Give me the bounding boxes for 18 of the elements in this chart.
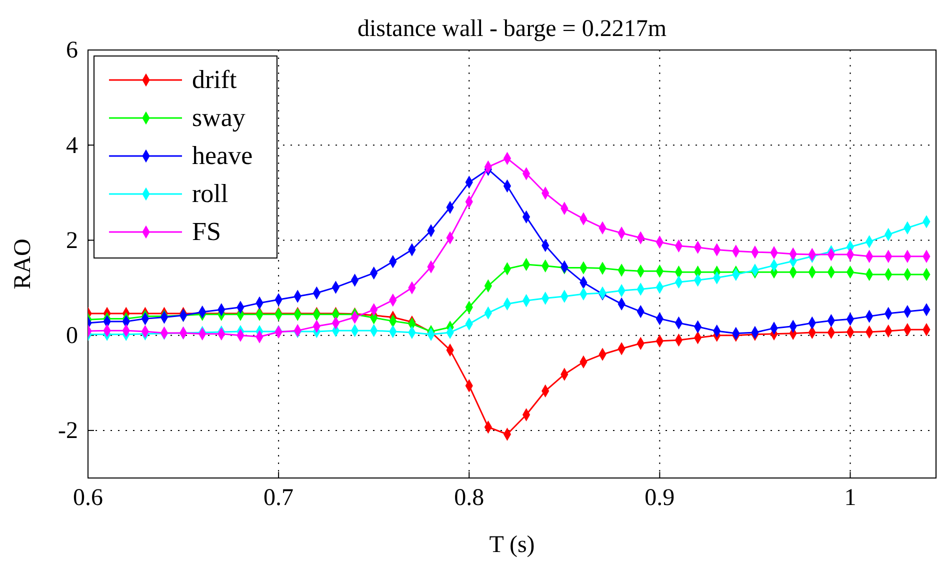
legend-label: sway — [192, 103, 246, 132]
x-axis-title: T (s) — [489, 532, 535, 558]
legend-label: heave — [192, 141, 253, 170]
y-tick-label: 4 — [66, 132, 78, 159]
y-tick-label: -2 — [58, 418, 78, 444]
chart-title: distance wall - barge = 0.2217m — [357, 16, 667, 42]
y-tick-label: 0 — [66, 323, 78, 350]
legend-label: roll — [192, 179, 228, 208]
y-tick-label: 2 — [66, 228, 78, 254]
legend-label: FS — [192, 217, 221, 246]
x-tick-label: 0.7 — [264, 485, 294, 512]
y-tick-label: 6 — [66, 38, 78, 64]
x-tick-label: 1 — [844, 485, 856, 512]
x-tick-label: 0.6 — [73, 485, 103, 512]
legend-label: drift — [192, 65, 238, 94]
x-tick-label: 0.9 — [644, 485, 675, 512]
y-axis-title: RAO — [10, 238, 36, 290]
x-tick-label: 0.8 — [454, 485, 484, 512]
